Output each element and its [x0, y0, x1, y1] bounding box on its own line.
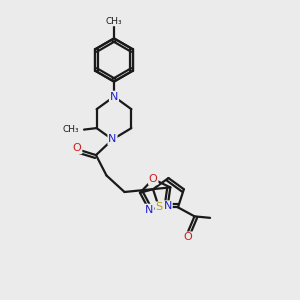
- Text: CH₃: CH₃: [63, 125, 80, 134]
- Text: O: O: [184, 232, 192, 242]
- Text: CH₃: CH₃: [106, 16, 122, 26]
- Text: N: N: [164, 201, 172, 211]
- Text: O: O: [149, 174, 158, 184]
- Text: O: O: [73, 143, 82, 153]
- Text: S: S: [155, 202, 163, 212]
- Text: N: N: [145, 205, 153, 214]
- Text: N: N: [108, 134, 117, 145]
- Text: N: N: [110, 92, 118, 102]
